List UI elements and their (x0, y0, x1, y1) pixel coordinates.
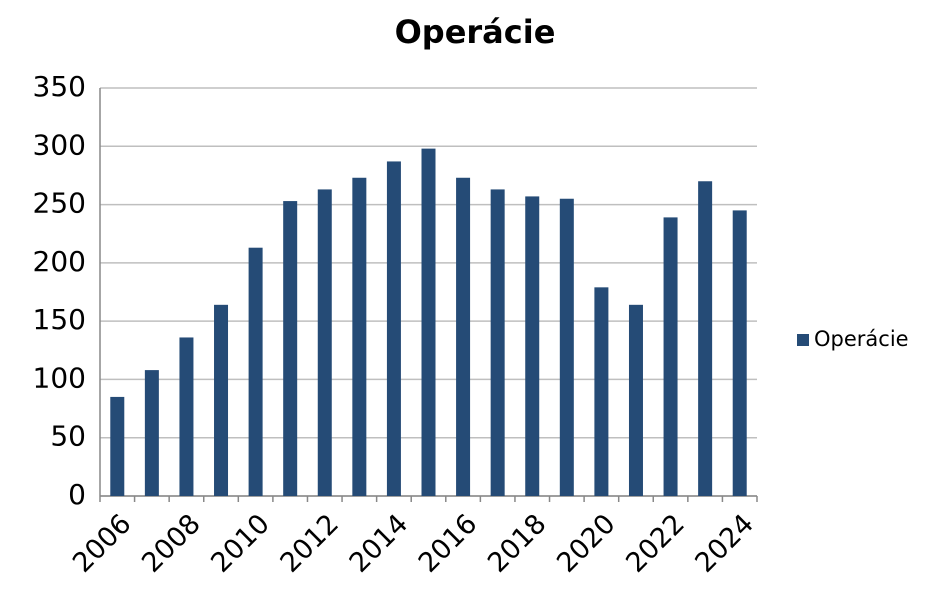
y-tick-label: 350 (33, 70, 86, 103)
x-tick-label: 2016 (413, 508, 484, 579)
x-tick-label: 2022 (620, 508, 691, 579)
x-tick-label: 2018 (482, 508, 553, 579)
bar (317, 189, 332, 496)
y-tick-label: 150 (33, 303, 86, 336)
bar (144, 370, 159, 496)
x-tick-label: 2006 (67, 508, 138, 579)
bar (698, 181, 713, 496)
y-tick-label: 0 (68, 478, 86, 511)
bar (352, 177, 367, 496)
y-tick-label: 200 (33, 245, 86, 278)
x-tick-label: 2012 (275, 508, 346, 579)
y-tick-label: 250 (33, 187, 86, 220)
bar (179, 337, 194, 496)
bar (663, 217, 678, 496)
bar (248, 247, 263, 496)
bar (559, 198, 574, 496)
y-tick-label: 50 (50, 420, 86, 453)
bar (732, 210, 747, 496)
y-tick-label: 300 (33, 128, 86, 161)
x-tick-label: 2010 (205, 508, 276, 579)
bar (283, 201, 298, 496)
bar (214, 304, 229, 496)
bar (525, 196, 540, 496)
x-tick-label: 2024 (689, 508, 760, 579)
bar (456, 177, 471, 496)
legend-label: Operácie (814, 327, 909, 351)
y-tick-label: 100 (33, 361, 86, 394)
x-tick-label: 2020 (551, 508, 622, 579)
chart-title: Operácie (395, 13, 556, 51)
bar (386, 161, 401, 496)
bar (490, 189, 505, 496)
x-tick-label: 2008 (136, 508, 207, 579)
legend-swatch (797, 334, 809, 346)
bar (628, 304, 643, 496)
bar (110, 396, 125, 496)
x-tick-label: 2014 (344, 508, 415, 579)
bar (594, 287, 609, 496)
bar (421, 148, 436, 497)
